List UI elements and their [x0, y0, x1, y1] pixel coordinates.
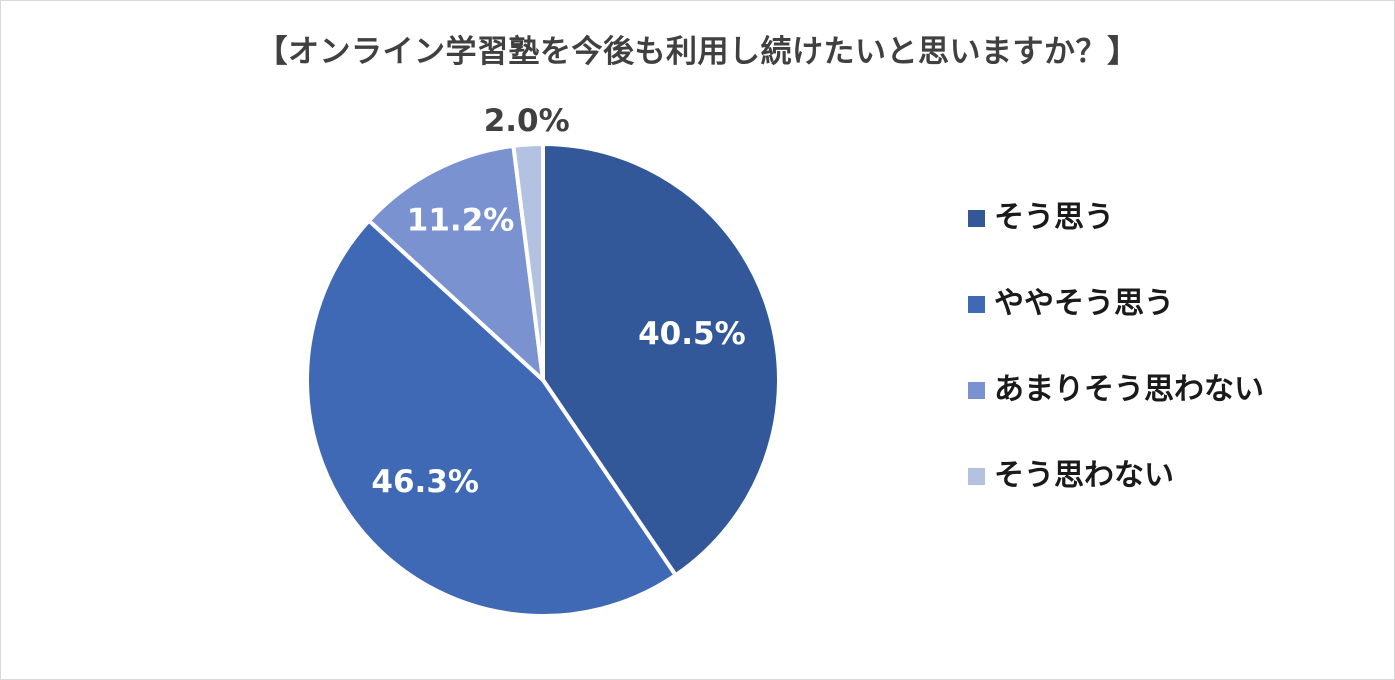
legend-swatch — [968, 210, 985, 227]
legend-label: そう思わない — [994, 458, 1174, 493]
legend-label: あまりそう思わない — [994, 372, 1264, 407]
data-label: 40.5% — [638, 316, 746, 352]
legend-label: ややそう思う — [994, 286, 1174, 321]
legend-swatch — [968, 296, 985, 313]
chart-title: 【オンライン学習塾を今後も利用し続けたいと思いますか？】 — [256, 34, 1139, 70]
pie-slice — [511, 142, 545, 382]
pie-slice — [541, 142, 781, 578]
pie-slice — [366, 143, 545, 382]
data-label: 11.2% — [407, 203, 515, 239]
legend-label: そう思う — [994, 200, 1114, 235]
data-label: 46.3% — [371, 464, 479, 500]
legend-swatch — [968, 382, 985, 399]
legend-swatch — [968, 468, 985, 485]
data-label: 2.0% — [484, 103, 570, 139]
pie-slice — [305, 218, 678, 618]
